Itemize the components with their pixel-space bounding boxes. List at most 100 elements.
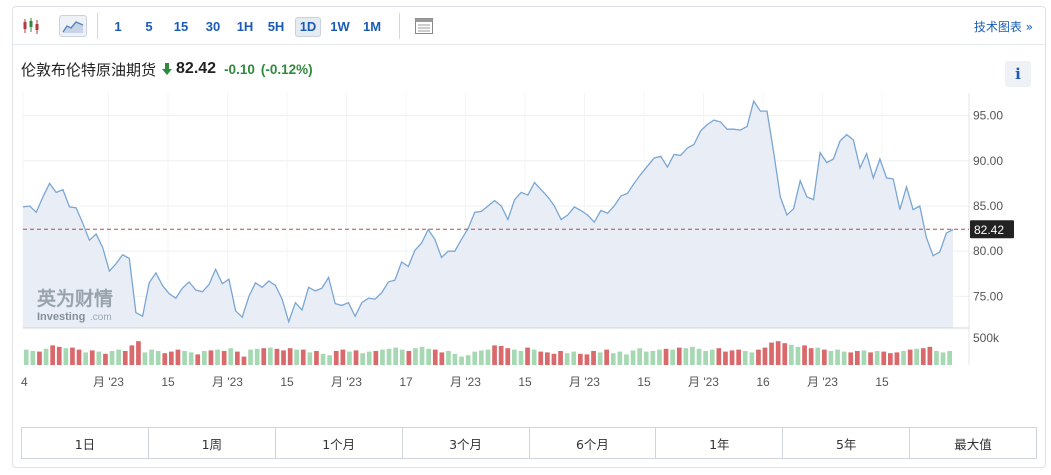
volume-bar xyxy=(749,352,755,365)
volume-bar xyxy=(472,351,478,365)
x-tick-label: 17 xyxy=(399,375,413,389)
volume-bar xyxy=(56,346,62,365)
volume-bar xyxy=(920,348,926,365)
volume-bar xyxy=(353,350,359,365)
volume-bar xyxy=(696,348,702,365)
volume-bar xyxy=(756,349,761,365)
range-button[interactable]: 1周 xyxy=(149,428,276,458)
volume-bar xyxy=(558,351,563,365)
price-chart: 75.00 80.00 85.00 90.00 95.00 82.42 500k 4 月 '23… xyxy=(21,93,1014,389)
volume-bar xyxy=(729,350,735,365)
volume-bar xyxy=(399,349,405,365)
x-tick-label: 月 '23 xyxy=(93,375,124,389)
volume-bar xyxy=(182,351,187,365)
x-tick-label: 月 '23 xyxy=(212,375,243,389)
timeframe-15[interactable]: 15 xyxy=(173,19,189,34)
volume-bar xyxy=(512,349,517,365)
volume-bar xyxy=(208,350,214,365)
technical-chart-link[interactable]: 技术图表 » xyxy=(973,20,1033,34)
volume-bar xyxy=(235,351,240,365)
volume-bar xyxy=(861,350,867,365)
volume-bar xyxy=(50,345,55,365)
volume-bar xyxy=(670,349,675,365)
price-change-percent: (-0.12%) xyxy=(260,61,313,77)
volume-bar xyxy=(531,349,537,365)
range-button[interactable]: 6个月 xyxy=(530,428,657,458)
volume-bar xyxy=(868,352,873,365)
volume-bar xyxy=(848,352,854,365)
price-line xyxy=(22,99,954,324)
x-tick-label: 月 '23 xyxy=(450,375,481,389)
volume-bar xyxy=(380,349,385,365)
volume-bar xyxy=(571,351,577,365)
range-button[interactable]: 最大值 xyxy=(954,436,992,452)
range-button[interactable]: 3个月 xyxy=(403,428,530,458)
timeframe-1[interactable]: 1 xyxy=(114,19,122,34)
volume-bar xyxy=(894,352,900,365)
volume-bar xyxy=(940,352,946,365)
volume-bar xyxy=(723,351,728,365)
volume-bar xyxy=(419,346,425,365)
quote-header: 伦敦布伦特原油期货 82.42 -0.10 (-0.12%) xyxy=(21,57,313,81)
volume-bar xyxy=(268,347,273,365)
volume-bar xyxy=(366,351,372,365)
volume-bar xyxy=(446,351,451,365)
volume-bar xyxy=(96,351,102,365)
table-icon[interactable] xyxy=(411,15,437,37)
volume-bar xyxy=(142,352,148,365)
volume-bar xyxy=(129,345,135,365)
range-selector: 1日 1周 1个月 3个月 6个月 1年 5年 最大值 xyxy=(21,427,1037,459)
volume-bar xyxy=(492,345,497,365)
chart-widget: 1 5 15 30 1H 5H 1D 1W 1M 技术图表 » 伦敦布伦特原油期… xyxy=(12,6,1046,468)
volume-bar xyxy=(881,351,887,365)
timeframe-1h[interactable]: 1H xyxy=(236,19,254,34)
volume-bar xyxy=(703,351,708,365)
timeframe-5h[interactable]: 5H xyxy=(267,19,285,34)
x-tick-label: 15 xyxy=(161,375,175,389)
volume-bar xyxy=(676,347,682,365)
volume-bar xyxy=(155,351,161,365)
volume-bar xyxy=(221,351,227,365)
volume-bar xyxy=(254,348,260,365)
volume-bar xyxy=(241,356,247,365)
x-tick-label: 月 '23 xyxy=(569,375,600,389)
candlestick-icon[interactable] xyxy=(19,15,45,37)
volume-bar xyxy=(340,349,346,365)
volume-bar xyxy=(808,348,814,365)
y-tick-label: 80.00 xyxy=(973,244,1003,258)
timeframe-5[interactable]: 5 xyxy=(145,19,153,34)
toolbar-separator xyxy=(97,13,98,39)
volume-bar xyxy=(195,354,201,365)
volume-bar xyxy=(907,349,913,365)
volume-bar xyxy=(584,354,590,365)
volume-bar xyxy=(347,351,352,365)
volume-bar xyxy=(742,351,748,365)
volume-bar xyxy=(624,354,629,365)
timeframe-1d[interactable]: 1D xyxy=(295,17,321,37)
timeframe-30[interactable]: 30 xyxy=(205,19,221,34)
x-tick-label: 月 '23 xyxy=(688,375,719,389)
volume-bar xyxy=(432,349,438,365)
volume-bar xyxy=(683,348,689,365)
x-tick-label: 4 xyxy=(21,375,28,389)
volume-bar xyxy=(413,348,418,365)
range-button[interactable]: 5年 xyxy=(783,428,911,458)
range-button[interactable]: 1年 xyxy=(656,428,784,458)
range-button[interactable]: 1日 xyxy=(22,428,149,458)
volume-bar xyxy=(393,347,398,365)
volume-axis-label: 500k xyxy=(973,331,1000,345)
volume-bar xyxy=(485,349,491,365)
volume-bar xyxy=(538,351,544,365)
volume-bar xyxy=(782,343,788,365)
timeframe-1m[interactable]: 1M xyxy=(362,19,382,34)
area-chart-icon[interactable] xyxy=(59,15,87,37)
volume-bar xyxy=(802,345,807,365)
volume-bar xyxy=(835,349,840,365)
timeframe-1w[interactable]: 1W xyxy=(330,19,350,34)
x-tick-label: 15 xyxy=(875,375,889,389)
range-button[interactable]: 1个月 xyxy=(276,428,403,458)
info-button[interactable]: i xyxy=(1005,61,1031,87)
y-tick-label: 75.00 xyxy=(973,289,1003,303)
volume-bar xyxy=(927,346,933,365)
volume-bar xyxy=(248,349,253,365)
